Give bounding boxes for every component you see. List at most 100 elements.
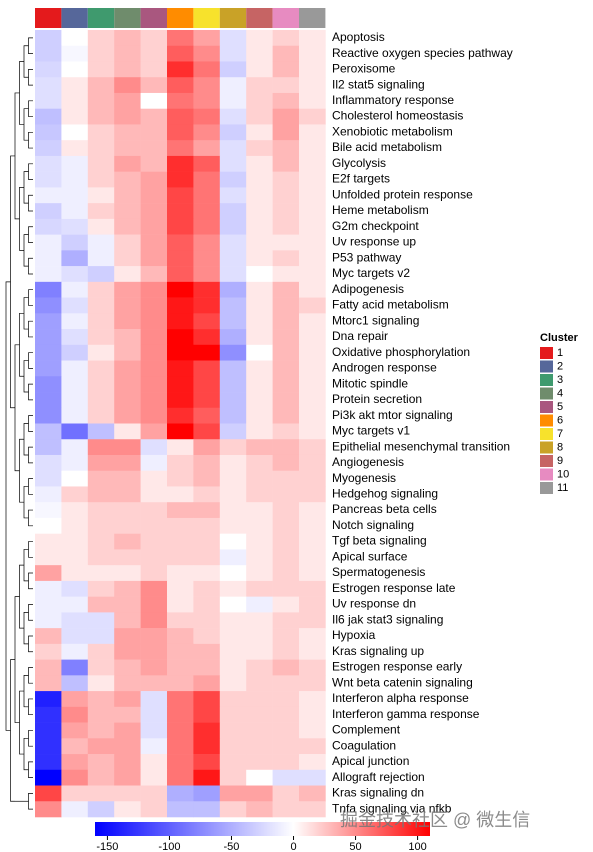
heatmap-cell	[219, 565, 247, 582]
heatmap-cell	[61, 203, 89, 220]
heatmap-cell	[299, 92, 326, 109]
heatmap-cell	[167, 77, 194, 94]
heatmap-cell	[219, 454, 247, 472]
dendrogram	[28, 289, 33, 306]
heatmap-cell	[246, 612, 273, 629]
heatmap-cell	[140, 140, 168, 157]
heatmap-cell	[87, 297, 115, 314]
heatmap-cell	[272, 30, 300, 47]
heatmap-cell	[87, 738, 115, 755]
scale-tick-label: -100	[158, 841, 180, 852]
heatmap-cell	[61, 628, 89, 645]
heatmap-cell	[87, 392, 115, 409]
heatmap-cell	[272, 439, 300, 456]
heatmap-cell	[114, 250, 141, 267]
heatmap-cell	[61, 486, 89, 503]
heatmap-cell	[299, 155, 326, 172]
dendrogram	[10, 659, 15, 802]
heatmap-cell	[193, 360, 221, 377]
heatmap-cell	[35, 502, 62, 519]
legend-swatch	[540, 360, 553, 373]
heatmap-cell	[61, 533, 89, 550]
heatmap-cell	[61, 344, 89, 361]
heatmap-cell	[219, 517, 247, 534]
heatmap-cell	[246, 45, 273, 62]
heatmap-cell	[193, 266, 221, 283]
heatmap-cell	[193, 502, 221, 519]
heatmap-cell	[35, 612, 62, 629]
heatmap-cell	[272, 203, 300, 220]
heatmap-cell	[272, 77, 300, 94]
cluster-bar	[114, 8, 141, 28]
heatmap-cell	[87, 454, 115, 472]
heatmap-cell	[87, 628, 115, 645]
heatmap-cell	[87, 281, 115, 298]
heatmap-cell	[193, 45, 221, 62]
row-label: Myc targets v2	[332, 266, 410, 280]
heatmap-cell	[167, 769, 194, 786]
row-label: Myc targets v1	[332, 424, 410, 438]
heatmap-cell	[87, 580, 115, 597]
heatmap-cell	[35, 392, 62, 409]
heatmap-cell	[61, 706, 89, 723]
heatmap-cell	[114, 754, 141, 771]
heatmap-cell	[87, 407, 115, 424]
row-label: Protein secretion	[332, 392, 422, 406]
heatmap-cell	[61, 439, 89, 456]
heatmap-cell	[114, 691, 141, 708]
heatmap-cell	[167, 187, 194, 204]
dendrogram	[19, 564, 24, 629]
cluster-bar	[246, 8, 273, 28]
heatmap-cell	[193, 722, 221, 739]
heatmap-cell	[272, 250, 300, 267]
legend-label: 7	[557, 428, 563, 440]
dendrogram	[28, 37, 33, 54]
heatmap-cell	[35, 45, 62, 62]
dendrogram	[19, 312, 24, 377]
dendrogram	[23, 297, 29, 330]
heatmap-cell	[35, 659, 62, 676]
heatmap-cell	[114, 612, 141, 629]
heatmap-cell	[140, 281, 168, 298]
row-label: Pancreas beta cells	[332, 502, 437, 516]
heatmap-cell	[272, 659, 300, 676]
row-label: Bile acid metabolism	[332, 140, 442, 154]
heatmap-cell	[272, 140, 300, 157]
heatmap-cell	[272, 502, 300, 519]
heatmap-cell	[35, 533, 62, 550]
heatmap-cell	[193, 281, 221, 298]
row-label: Peroxisome	[332, 62, 396, 76]
heatmap-cell	[272, 360, 300, 377]
heatmap-cell	[246, 706, 273, 723]
heatmap-cell	[140, 801, 168, 818]
heatmap-cell	[272, 486, 300, 503]
cluster-bar	[61, 8, 88, 28]
heatmap-cell	[61, 187, 89, 204]
heatmap-cell	[167, 470, 194, 487]
heatmap-cell	[246, 30, 273, 47]
heatmap-cell	[167, 706, 194, 723]
dendrogram	[23, 423, 29, 456]
heatmap-cell	[246, 92, 273, 109]
heatmap-cell	[61, 234, 89, 251]
heatmap-cell	[35, 549, 62, 566]
heatmap-cell	[193, 30, 221, 47]
heatmap-cell	[114, 108, 141, 125]
heatmap-cell	[140, 517, 168, 534]
heatmap-cell	[167, 596, 194, 613]
legend-swatch	[540, 428, 553, 440]
heatmap-cell	[299, 171, 326, 188]
cluster-bar	[35, 8, 62, 28]
heatmap-cell	[167, 155, 194, 172]
row-label: Hypoxia	[332, 628, 376, 642]
heatmap-cell	[246, 187, 273, 204]
row-label: Reactive oxygen species pathway	[332, 46, 513, 60]
heatmap-cell	[219, 502, 247, 519]
heatmap-cell	[219, 203, 247, 220]
heatmap-cell	[167, 344, 194, 361]
heatmap-cell	[114, 643, 141, 660]
heatmap-cell	[167, 722, 194, 739]
heatmap-cell	[193, 313, 221, 330]
heatmap-cell	[35, 769, 62, 786]
legend-label: 6	[557, 414, 563, 426]
